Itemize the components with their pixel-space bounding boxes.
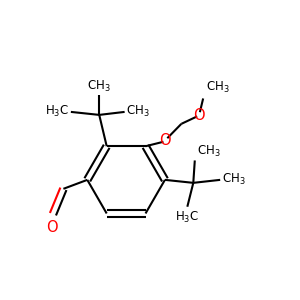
Text: CH$_3$: CH$_3$ [206, 80, 230, 95]
Text: CH$_3$: CH$_3$ [222, 172, 245, 188]
Text: CH$_3$: CH$_3$ [197, 144, 221, 159]
Text: CH$_3$: CH$_3$ [87, 79, 111, 94]
Text: H$_3$C: H$_3$C [45, 104, 69, 119]
Text: O: O [46, 220, 58, 235]
Text: O: O [159, 134, 171, 148]
Text: CH$_3$: CH$_3$ [126, 104, 150, 119]
Text: O: O [193, 108, 205, 123]
Text: H$_3$C: H$_3$C [175, 210, 200, 225]
